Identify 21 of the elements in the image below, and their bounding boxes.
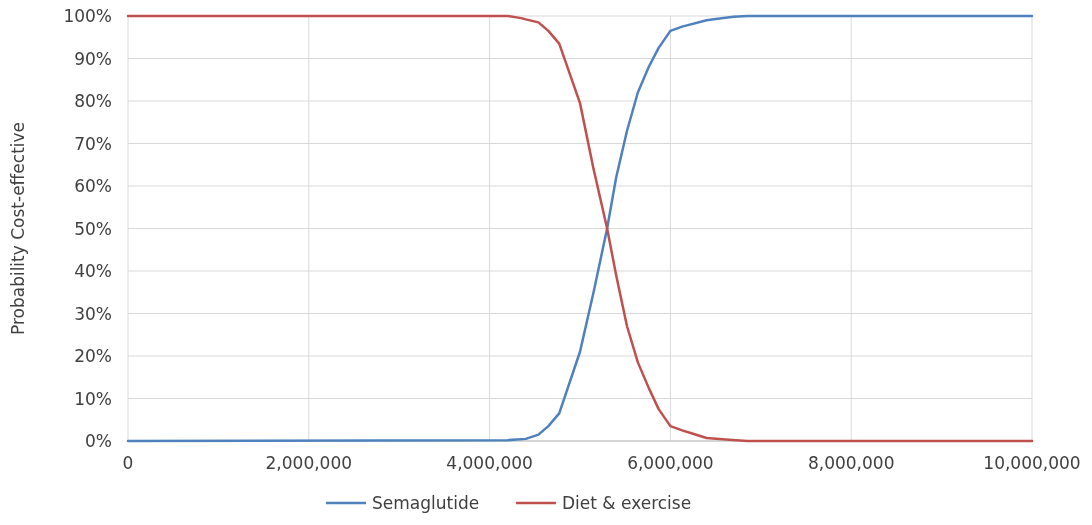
line-series [126,14,1034,443]
y-tick-label: 50% [74,218,112,239]
y-tick-label: 10% [74,388,112,409]
y-tick-label: 30% [74,303,112,324]
legend-label: Diet & exercise [562,493,692,513]
y-tick-label: 60% [74,176,112,196]
y-tick-label: 0% [85,431,112,451]
x-tick-label: 10,000,000 [983,453,1081,473]
y-tick-label: 90% [74,48,112,69]
y-tick-label: 100% [63,6,112,26]
x-tick-label: 6,000,000 [627,453,714,473]
x-tick-label: 0 [122,453,134,473]
y-axis-title: Probability Cost-effective [8,121,28,336]
x-tick-label: 8,000,000 [807,453,895,473]
y-tick-label: 20% [74,346,112,366]
legend-label: Semaglutide [372,493,480,513]
y-tick-label: 70% [74,133,112,154]
y-tick-label: 80% [74,91,112,111]
x-tick-label: 4,000,000 [446,453,533,473]
y-tick-label: 40% [74,261,112,281]
x-tick-label: 2,000,000 [265,453,353,473]
